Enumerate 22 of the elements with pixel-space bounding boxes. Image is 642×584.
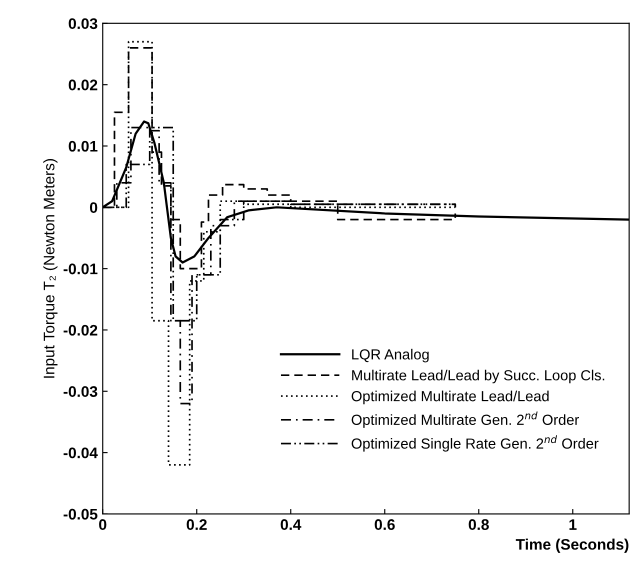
y-tick-label: 0.02	[68, 80, 98, 90]
legend-label: Optimized Multirate Lead/Lead	[352, 390, 549, 404]
y-tick-label: -0.03	[64, 386, 98, 397]
x-axis-title: Time (Seconds)	[516, 538, 628, 553]
y-tick-label: -0.01	[64, 264, 98, 274]
legend-label: Optimized Multirate Gen. 2$^{nd}$ Order	[352, 411, 579, 428]
y-tick-label: 0	[90, 202, 98, 214]
x-tick-label: 0.2	[186, 519, 207, 530]
y-tick-label: 0.01	[68, 140, 98, 152]
x-tick-label: 0	[99, 519, 106, 530]
legend-label: LQR Analog	[352, 348, 429, 362]
y-tick-label: -0.05	[64, 508, 98, 520]
x-tick-label: 0.4	[280, 519, 302, 530]
y-tick-label: -0.02	[64, 324, 98, 336]
x-tick-label: 0.6	[374, 519, 395, 530]
y-tick-label: -0.04	[64, 447, 98, 458]
y-axis-title: Input Torque T₂ (Newton Meters)	[43, 159, 58, 378]
y-tick-label: 0.03	[68, 18, 98, 30]
legend-label: Multirate Lead/Lead by Succ. Loop Cls.	[352, 370, 604, 384]
x-tick-label: 1	[569, 519, 577, 530]
legend-label: Optimized Single Rate Gen. 2$^{nd}$ Order	[352, 435, 598, 452]
x-tick-label: 0.8	[468, 519, 489, 530]
